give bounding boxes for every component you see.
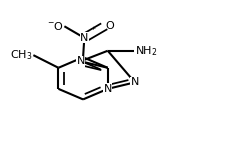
Text: N: N <box>76 56 85 66</box>
Text: NH$_2$: NH$_2$ <box>135 44 158 58</box>
Text: N: N <box>103 84 112 94</box>
Text: $^{-}$O: $^{-}$O <box>47 20 64 32</box>
Text: CH$_3$: CH$_3$ <box>10 48 32 62</box>
Text: O: O <box>105 21 114 31</box>
Text: $^{+}$: $^{+}$ <box>90 26 97 35</box>
Text: N: N <box>80 33 89 43</box>
Text: N: N <box>131 77 139 87</box>
